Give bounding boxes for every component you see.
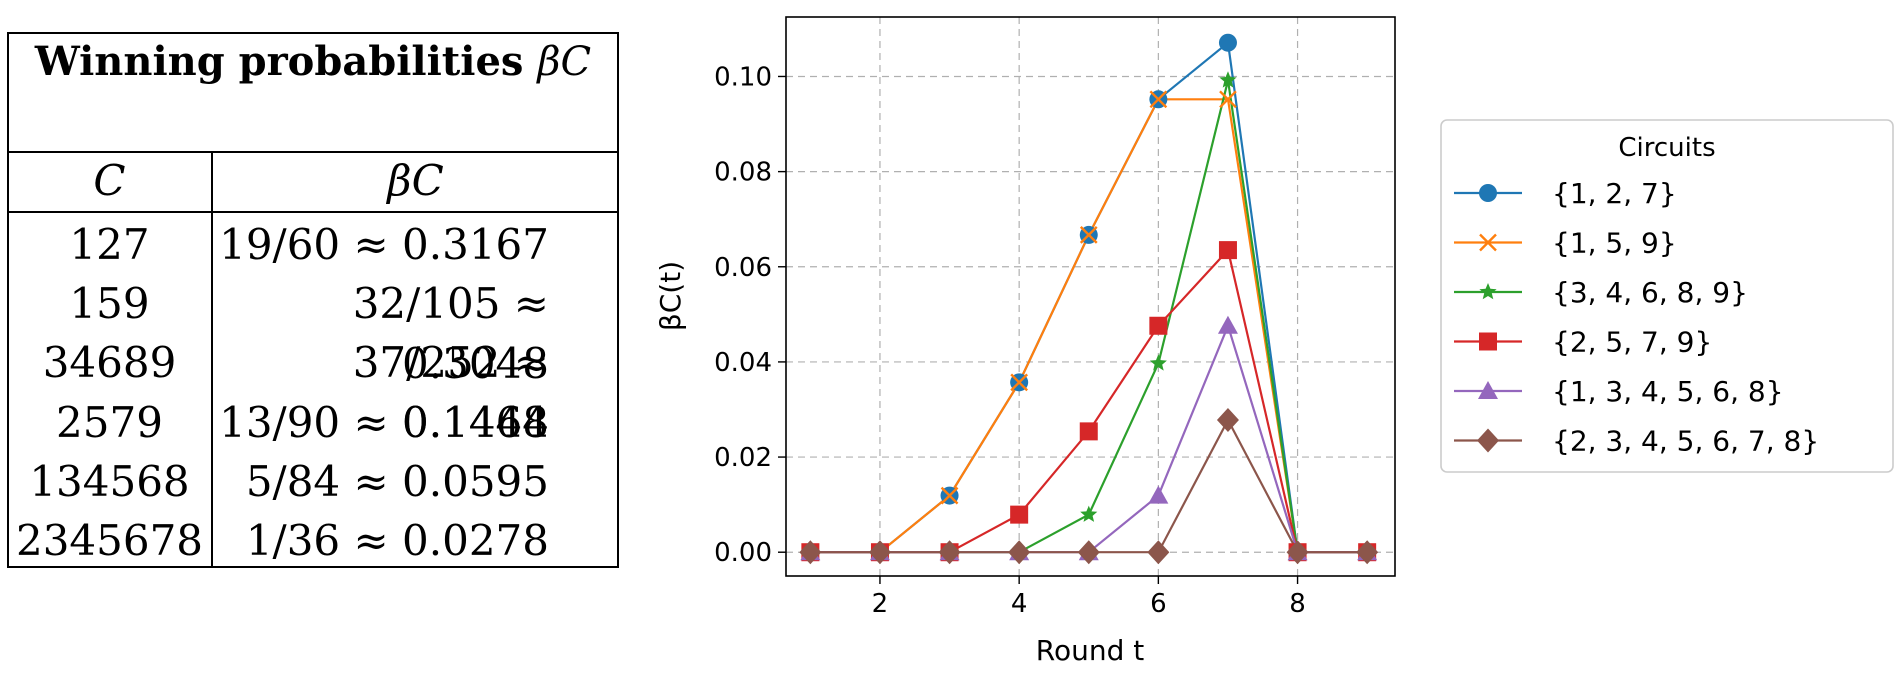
y-axis-label: βC(t): [654, 261, 687, 331]
data-point: [1010, 373, 1029, 392]
legend-label: {1, 2, 7}: [1552, 177, 1677, 210]
axis-ticks: 2 4 6 8 0.00 0.02 0.04 0.06 0.08 0.10: [714, 62, 1306, 619]
legend-label: {2, 5, 7, 9}: [1552, 326, 1712, 359]
circuit-cell: 2345678: [15, 516, 204, 565]
series-line: [810, 40, 1368, 554]
series-markers: [799, 33, 1379, 565]
header-c: C: [93, 156, 126, 205]
circuit-cell: 34689: [42, 338, 177, 388]
series-lines: [810, 40, 1368, 554]
circuit-cell: 159: [69, 279, 150, 329]
data-point: [1286, 540, 1309, 565]
y-tick-label: 0.08: [714, 158, 772, 188]
data-point: [1149, 90, 1168, 109]
data-point: [1077, 540, 1100, 565]
beta-cell: 5/84 ≈ 0.0595: [245, 456, 549, 506]
legend-label: {3, 4, 6, 8, 9}: [1552, 276, 1748, 309]
data-point: [1356, 540, 1379, 565]
data-point: [1147, 540, 1170, 565]
legend-label: {1, 5, 9}: [1552, 227, 1677, 260]
legend-title: Circuits: [1618, 133, 1715, 163]
data-point: [1217, 315, 1238, 334]
legend-marker: [1479, 283, 1497, 300]
legend: Circuits {1, 2, 7} {1, 5, 9} {3, 4, 6, 8, …: [1440, 119, 1894, 473]
x-tick-label: 8: [1289, 589, 1306, 619]
y-tick-label: 0.04: [714, 348, 772, 378]
plot-frame: [785, 16, 1396, 577]
data-point: [940, 486, 959, 505]
beta-cell: 13/90 ≈ 0.1444: [219, 397, 549, 447]
data-point: [1219, 90, 1237, 109]
data-point: [1149, 316, 1168, 335]
y-tick-label: 0.10: [714, 62, 772, 92]
data-point: [938, 540, 961, 565]
x-tick-label: 6: [1150, 589, 1167, 619]
data-point: [1079, 422, 1098, 441]
beta-cell: 32/105 ≈ 0.3048: [352, 279, 549, 388]
data-point: [1218, 241, 1237, 260]
table-row: 2579 13/90 ≈ 0.1444: [7, 393, 619, 453]
data-point: [1008, 540, 1031, 565]
series-line: [810, 80, 1368, 554]
legend-label: {2, 3, 4, 5, 6, 7, 8}: [1552, 425, 1819, 458]
legend-box: [1440, 119, 1894, 473]
y-tick-label: 0.02: [714, 443, 772, 473]
series-line: [810, 98, 1368, 554]
table-borders: [7, 32, 619, 568]
table-outline: [7, 32, 619, 568]
data-point: [1079, 226, 1098, 244]
table-title: Winning probabilities βC: [7, 32, 619, 154]
header-beta: βC: [387, 156, 444, 205]
x-tick-label: 4: [1011, 589, 1028, 619]
data-point: [1148, 485, 1169, 504]
beta-cell: 1/36 ≈ 0.0278: [245, 516, 549, 565]
table-title-symbol: βC: [537, 39, 592, 85]
data-point: [868, 540, 891, 565]
data-point: [1218, 33, 1237, 52]
table-row: 134568 5/84 ≈ 0.0595: [7, 452, 619, 512]
table-header: C βC: [7, 152, 619, 212]
probability-table: Winning probabilities βC C βC 127 19/60 ≈…: [7, 32, 619, 568]
data-point: [1149, 354, 1167, 371]
beta-cell: 37/252 ≈ 0.1468: [352, 338, 549, 447]
y-tick-label: 0.06: [714, 253, 772, 283]
table-row: 127 19/60 ≈ 0.3167: [7, 215, 619, 275]
circuit-cell: 127: [69, 220, 150, 269]
legend-marker: [1477, 428, 1499, 453]
table-title-text: Winning probabilities: [34, 38, 524, 85]
legend-marker: [1479, 233, 1497, 252]
legend-marker: [1478, 381, 1498, 399]
grid: [786, 17, 1395, 576]
legend-marker: [1479, 184, 1497, 202]
table-row: 34689 37/252 ≈ 0.1468: [7, 333, 619, 447]
y-tick-label: 0.00: [714, 538, 772, 568]
data-point: [1219, 71, 1237, 88]
x-tick-label: 2: [872, 589, 889, 619]
table-row: 2345678 1/36 ≈ 0.0278: [7, 511, 619, 571]
x-axis-label: Round t: [1036, 634, 1144, 667]
beta-cell: 19/60 ≈ 0.3167: [219, 220, 549, 269]
legend-label: {1, 3, 4, 5, 6, 8}: [1552, 375, 1784, 408]
table-row: 159 32/105 ≈ 0.3048: [7, 274, 619, 388]
circuit-cell: 2579: [56, 397, 163, 447]
data-point: [1080, 505, 1098, 522]
circuit-cell: 134568: [29, 456, 190, 506]
data-point: [799, 540, 822, 565]
data-point: [1010, 505, 1029, 524]
legend-marker: [1479, 332, 1497, 351]
data-point: [1216, 407, 1239, 432]
